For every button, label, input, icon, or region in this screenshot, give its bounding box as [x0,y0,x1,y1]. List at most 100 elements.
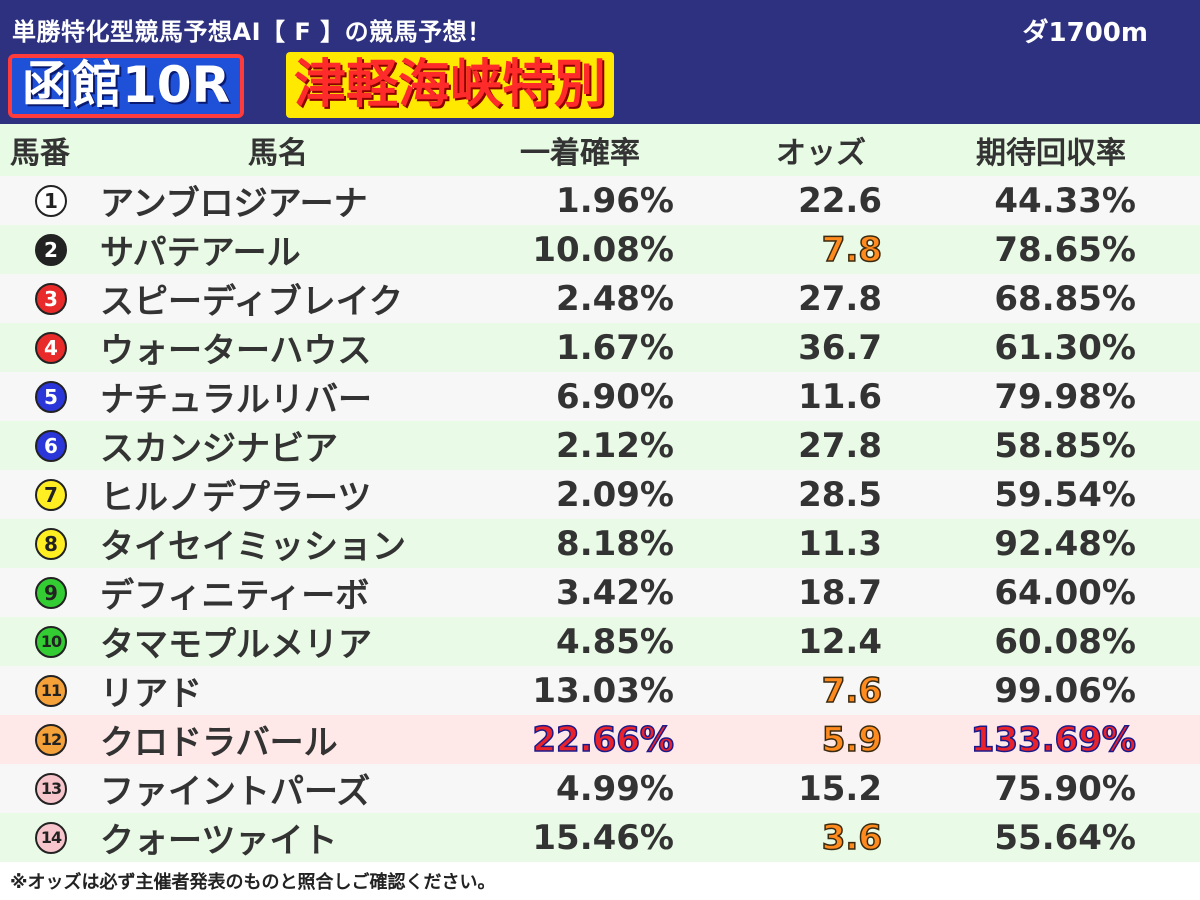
expected-return-value: 61.30% [994,327,1136,368]
race-id-badge: 函館10R [8,54,245,118]
horse-name: スピーディブレイク [100,282,403,322]
header-expected-return: 期待回収率 [976,136,1126,171]
horse-number-cell: 8 [8,519,94,568]
odds-value: 15.2 [798,768,882,809]
expected-return-value: 75.90% [994,768,1136,809]
horse-number-badge: 14 [35,821,67,854]
odds: 7.8 [700,225,883,274]
horse-number-cell: 7 [8,470,94,519]
win-probability: 22.66% [480,715,675,764]
horse-number-badge: 7 [35,478,67,511]
table-row: 7 ヒルノデプラーツ 2.09% 28.5 59.54% [0,470,1200,519]
win-probability-value: 4.85% [556,621,674,662]
win-probability: 15.46% [480,813,674,862]
odds-value: 27.8 [798,425,882,466]
win-probability-value: 15.46% [532,817,674,858]
odds: 12.4 [700,617,882,666]
horse-name: ウォーターハウス [100,331,372,371]
table-row: 9 デフィニティーボ 3.42% 18.7 64.00% [0,568,1200,617]
expected-return-value: 44.33% [994,180,1136,221]
horse-number-cell: 14 [8,813,94,862]
odds-value: 3.6 [821,817,883,859]
table-row: 12 クロドラバール 22.66% 5.9 133.69% [0,715,1200,764]
win-probability-value: 3.42% [556,572,674,613]
horse-name: サパテアール [100,233,301,273]
header-name: 馬名 [248,136,308,171]
table-row: 1 アンブロジアーナ 1.96% 22.6 44.33% [0,176,1200,225]
horse-number-cell: 2 [8,225,94,274]
expected-return: 75.90% [940,764,1136,813]
expected-return-value: 78.65% [994,229,1136,270]
header-banner: 単勝特化型競馬予想AI【 F 】の競馬予想！ ダ1700m 函館10R 津軽海峡… [0,0,1200,124]
win-probability: 6.90% [480,372,674,421]
horse-name: タイセイミッション [100,527,406,567]
odds: 3.6 [700,813,883,862]
win-probability-value: 13.03% [532,670,674,711]
table-row: 6 スカンジナビア 2.12% 27.8 58.85% [0,421,1200,470]
win-probability: 4.99% [480,764,674,813]
expected-return: 79.98% [940,372,1136,421]
expected-return: 58.85% [940,421,1136,470]
horse-number-badge: 3 [35,282,67,315]
odds-value: 12.4 [798,621,882,662]
odds-value: 22.6 [798,180,882,221]
odds-value: 5.9 [821,719,883,761]
expected-return: 59.54% [940,470,1136,519]
horse-number-cell: 4 [8,323,94,372]
odds-value: 11.6 [798,376,882,417]
expected-return-value: 92.48% [994,523,1136,564]
win-probability-value: 2.48% [556,278,674,319]
expected-return: 133.69% [940,715,1137,764]
prediction-table: 馬番 馬名 一着確率 オッズ 期待回収率 1 アンブロジアーナ 1.96% 22.6 4… [0,124,1200,862]
horse-number-badge: 11 [35,674,67,707]
win-probability-value: 1.67% [556,327,674,368]
horse-number-badge: 9 [35,576,67,609]
win-probability: 10.08% [480,225,674,274]
footer-note: ※オッズは必ず主催者発表のものと照合しご確認ください。 [10,872,496,893]
horse-name: アンブロジアーナ [100,184,368,224]
header-odds: オッズ [776,136,866,171]
horse-name: クロドラバール [100,723,338,763]
odds-value: 11.3 [798,523,882,564]
win-probability-value: 8.18% [556,523,674,564]
expected-return-value: 99.06% [994,670,1136,711]
expected-return: 68.85% [940,274,1136,323]
horse-number-badge: 13 [35,772,67,805]
horse-number-badge: 12 [35,723,67,756]
horse-name: ナチュラルリバー [100,380,372,420]
expected-return-value: 58.85% [994,425,1136,466]
win-probability: 1.67% [480,323,674,372]
table-row: 11 リアド 13.03% 7.6 99.06% [0,666,1200,715]
win-probability: 13.03% [480,666,674,715]
expected-return: 55.64% [940,813,1136,862]
win-probability: 2.09% [480,470,674,519]
table-row: 14 クォーツァイト 15.46% 3.6 55.64% [0,813,1200,862]
odds: 28.5 [700,470,882,519]
odds-value: 7.6 [821,670,883,712]
horse-name: クォーツァイト [100,821,338,861]
horse-number-cell: 10 [8,617,94,666]
win-probability: 1.96% [480,176,674,225]
table-row: 4 ウォーターハウス 1.67% 36.7 61.30% [0,323,1200,372]
horse-number-cell: 5 [8,372,94,421]
odds: 36.7 [700,323,882,372]
expected-return: 44.33% [940,176,1136,225]
odds: 11.3 [700,519,882,568]
win-probability: 2.12% [480,421,674,470]
horse-name: スカンジナビア [100,429,338,469]
expected-return: 92.48% [940,519,1136,568]
win-probability: 3.42% [480,568,674,617]
expected-return-value: 64.00% [994,572,1136,613]
table-row: 13 ファイントパーズ 4.99% 15.2 75.90% [0,764,1200,813]
horse-number-badge: 4 [35,331,67,364]
horse-number-cell: 9 [8,568,94,617]
header-number: 馬番 [10,136,70,171]
win-probability-value: 2.12% [556,425,674,466]
odds-value: 28.5 [798,474,882,515]
win-probability-value: 2.09% [556,474,674,515]
odds-value: 7.8 [821,229,883,271]
win-probability: 8.18% [480,519,674,568]
table-row: 10 タマモプルメリア 4.85% 12.4 60.08% [0,617,1200,666]
race-distance: ダ1700m [1022,18,1148,48]
expected-return-value: 133.69% [970,719,1137,761]
